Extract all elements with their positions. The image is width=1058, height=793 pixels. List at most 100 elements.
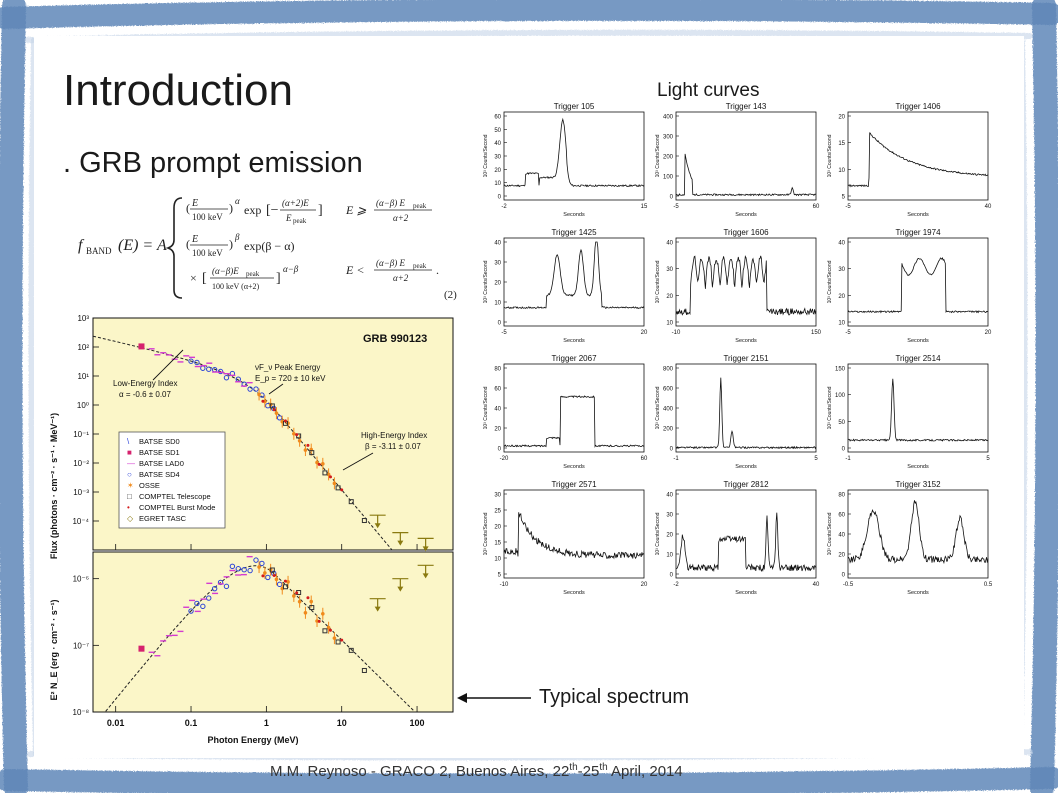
light-curve-y-tick-label: 30: [494, 493, 501, 499]
light-curve-line: [503, 241, 645, 310]
svg-text:[: [: [202, 271, 207, 286]
light-curve-panel: Trigger 1606 40 30 20 10 -10 150 Seconds 10³ Cou…: [655, 228, 822, 344]
light-curve-x-tick-label: 5: [814, 456, 818, 462]
light-curve-y-tick-label: 20: [666, 294, 673, 300]
spectrum-title: GRB 990123: [363, 333, 427, 345]
light-curve-title: Trigger 2151: [723, 354, 769, 363]
light-curve-x-tick-label: 0.5: [984, 582, 993, 588]
light-curve-x-tick-label: -5: [673, 204, 679, 210]
data-point-upper: [303, 448, 308, 452]
egret-limit-arrow-lower: [422, 573, 429, 579]
data-point-upper: [206, 366, 212, 372]
light-curve-y-tick-label: 0: [670, 573, 674, 579]
light-curve-x-tick-label: -2: [673, 582, 679, 588]
svg-text:E ⩾: E ⩾: [345, 203, 366, 217]
light-curve-y-tick-label: 600: [663, 387, 674, 393]
light-curve-line: [503, 512, 645, 560]
upper-y-label: Flux (photons · cm⁻² · s⁻¹ · MeV⁻¹): [49, 413, 59, 559]
light-curve-y-label: 10³ Counts/Second: [483, 386, 489, 429]
light-curve-line: [847, 500, 989, 565]
x-tick-label: 1: [264, 718, 269, 728]
annot-low-index-1: Low-Energy Index: [113, 379, 177, 388]
light-curve-y-tick-label: 400: [663, 115, 674, 121]
light-curve-y-tick-label: 5: [498, 573, 502, 579]
legend-box: [118, 431, 226, 529]
data-point-lower: [206, 595, 212, 601]
light-curve-x-tick-label: 20: [641, 330, 648, 336]
light-curve-y-tick-label: 20: [838, 115, 845, 121]
data-point-lower: [200, 603, 206, 610]
egret-limit-arrow-lower: [397, 586, 404, 592]
annot-peak-1: νF_ν Peak Energy: [255, 363, 320, 372]
svg-text:peak: peak: [413, 262, 427, 270]
data-point-lower: [253, 557, 259, 563]
svg-text:E: E: [285, 213, 292, 223]
light-curve-x-label: Seconds: [735, 212, 757, 218]
light-curve-x-label: Seconds: [563, 212, 585, 218]
light-curve-y-tick-label: 10: [494, 557, 501, 563]
light-curve-y-label: 10³ Counts/Second: [655, 512, 661, 555]
footer-sup1: th: [569, 762, 578, 773]
light-curve-line: [847, 257, 989, 314]
light-curve-x-tick-label: -5: [501, 330, 507, 336]
light-curve-y-tick-label: 25: [494, 509, 501, 515]
light-curve-y-label: 10³ Counts/Second: [483, 512, 489, 555]
svg-text:peak: peak: [246, 270, 260, 278]
light-curve-x-label: Seconds: [735, 590, 757, 596]
light-curve-frame: [847, 111, 989, 201]
data-point-lower: [229, 563, 236, 570]
light-curve-y-tick-label: 0: [842, 447, 846, 453]
data-point-lower: [335, 639, 341, 645]
light-curve-y-tick-label: 40: [494, 241, 501, 247]
light-curve-title: Trigger 2067: [551, 354, 597, 363]
data-point-lower: [309, 599, 314, 604]
svg-text:α: α: [235, 196, 240, 206]
data-point-lower: [309, 605, 315, 611]
light-curve-x-label: Seconds: [907, 338, 929, 344]
x-tick-label: 0.1: [185, 718, 198, 728]
legend-marker: —: [127, 459, 135, 468]
light-curve-y-tick-label: 10: [838, 321, 845, 327]
data-point-upper: [335, 485, 341, 491]
data-point-upper: [328, 475, 332, 479]
light-curve-y-tick-label: 60: [494, 387, 501, 393]
light-curve-y-tick-label: 800: [663, 367, 674, 373]
svg-text:(α−β)E: (α−β)E: [212, 266, 239, 276]
svg-text:E: E: [191, 198, 198, 209]
light-curve-y-tick-label: 0: [842, 573, 846, 579]
annot-low-index-2: α = -0.6 ± 0.07: [119, 390, 171, 399]
eq-lhs-sub: BAND: [86, 246, 112, 256]
light-curve-y-tick-label: 300: [663, 135, 674, 141]
light-curve-x-tick-label: -10: [500, 582, 509, 588]
data-point-upper: [322, 470, 328, 476]
light-curve-y-tick-label: 20: [838, 294, 845, 300]
light-curve-x-label: Seconds: [907, 212, 929, 218]
data-point-lower: [265, 574, 271, 581]
light-curve-line: [675, 512, 817, 573]
light-curve-y-tick-label: 15: [838, 141, 845, 147]
light-curve-title: Trigger 105: [554, 102, 595, 111]
svg-text:100 keV: 100 keV: [192, 212, 223, 222]
x-tick-label: 10: [337, 718, 347, 728]
data-point-upper: [292, 431, 296, 436]
light-curve-y-tick-label: 20: [666, 533, 673, 539]
data-point-lower: [241, 567, 247, 573]
light-curve-x-tick-label: -20: [500, 456, 509, 462]
light-curve-frame: [847, 237, 989, 327]
light-curve-y-tick-label: 30: [838, 267, 845, 273]
light-curve-title: Trigger 2514: [895, 354, 941, 363]
light-curve-panel: Trigger 1406 20 15 10 5 -5 40 Seconds 10³ Counts…: [827, 102, 992, 218]
lower-y-tick-label: 10⁻⁶: [73, 575, 89, 584]
data-point-lower: [194, 600, 200, 607]
light-curve-y-tick-label: 10: [666, 553, 673, 559]
light-curve-panel: Trigger 2151 800 600 400 200 0 -1 5 Seconds 10³ C…: [655, 354, 818, 470]
legend-entry: OSSE: [139, 481, 160, 490]
light-curve-x-tick-label: -5: [845, 204, 851, 210]
svg-text:100 keV: 100 keV: [192, 248, 223, 258]
upper-y-tick-label: 10⁻⁴: [72, 517, 89, 526]
light-curve-title: Trigger 143: [726, 102, 767, 111]
light-curve-y-tick-label: 60: [838, 513, 845, 519]
light-curve-y-label: 10³ Counts/Second: [827, 260, 833, 303]
light-curve-x-tick-label: 15: [641, 204, 648, 210]
